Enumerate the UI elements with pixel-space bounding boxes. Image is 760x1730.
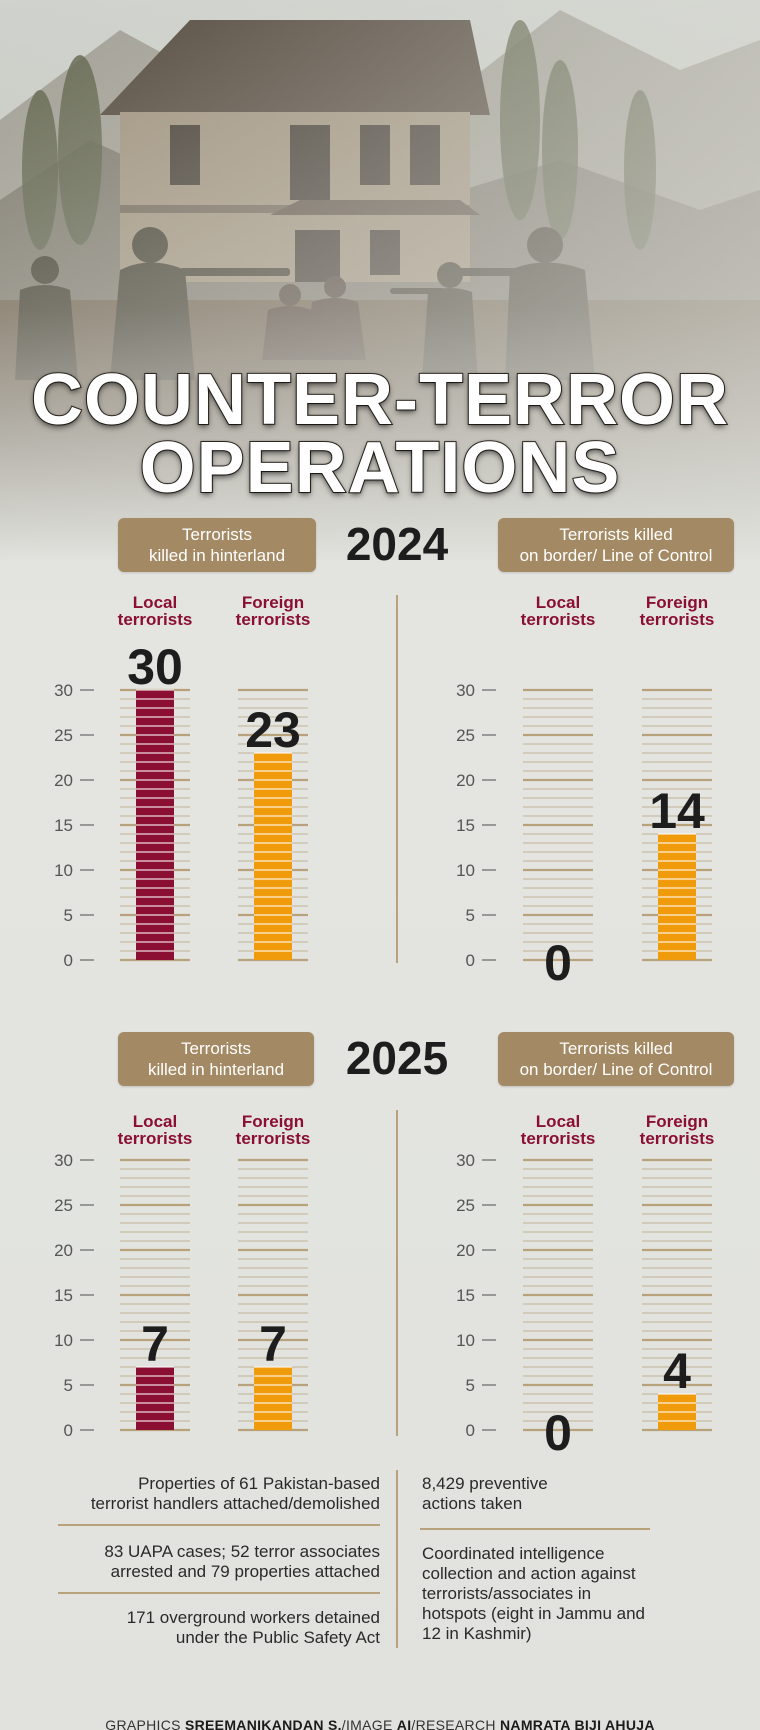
category-label: Foreign: [646, 1112, 708, 1131]
y-tick-label: 20: [54, 1241, 73, 1260]
y-tick-label: 0: [466, 1421, 475, 1440]
category-label: terrorists: [118, 610, 193, 629]
y-tick-label: 20: [456, 771, 475, 790]
bar: [136, 1367, 174, 1430]
y-tick-label: 0: [466, 951, 475, 970]
border-label-2025: Terrorists killed on border/ Line of Cont…: [498, 1032, 734, 1086]
y-tick-label: 5: [64, 906, 73, 925]
divider-2024: [396, 595, 398, 963]
data-label: 7: [141, 1316, 169, 1372]
credits: GRAPHICS SREEMANIKANDAN S./IMAGE AI/RESE…: [0, 1718, 760, 1730]
y-tick-label: 0: [64, 951, 73, 970]
title-line-2: OPERATIONS: [139, 427, 621, 509]
y-tick-label: 10: [54, 1331, 73, 1350]
data-label: 30: [127, 639, 183, 695]
category-label: terrorists: [521, 610, 596, 629]
rule-right-1: [420, 1528, 650, 1530]
category-label: terrorists: [521, 1129, 596, 1148]
hinterland-label-2025: Terrorists killed in hinterland: [118, 1032, 314, 1086]
y-tick-label: 5: [466, 1376, 475, 1395]
y-tick-label: 15: [456, 1286, 475, 1305]
hinterland-label-2024: Terrorists killed in hinterland: [118, 518, 316, 572]
y-tick-label: 25: [456, 726, 475, 745]
data-label: 7: [259, 1316, 287, 1372]
category-label: terrorists: [236, 610, 311, 629]
y-tick-label: 15: [456, 816, 475, 835]
category-label: Foreign: [646, 593, 708, 612]
y-tick-label: 0: [64, 1421, 73, 1440]
y-tick-label: 15: [54, 816, 73, 835]
y-tick-label: 20: [54, 771, 73, 790]
year-2025: 2025: [345, 1032, 449, 1084]
category-label: Local: [536, 1112, 580, 1131]
credit-research-label: /RESEARCH: [411, 1717, 496, 1730]
category-label: Local: [133, 1112, 177, 1131]
title-line-1: COUNTER-TERROR: [30, 359, 729, 441]
y-tick-label: 10: [456, 861, 475, 880]
data-label: 0: [544, 1405, 572, 1461]
data-label: 14: [649, 783, 705, 839]
y-tick-label: 15: [54, 1286, 73, 1305]
credit-research-name: NAMRATA BIJI AHUJA: [500, 1717, 655, 1730]
y-tick-label: 30: [456, 681, 475, 700]
data-label: 4: [663, 1343, 691, 1399]
category-label: terrorists: [640, 1129, 715, 1148]
y-tick-label: 30: [456, 1151, 475, 1170]
y-tick-label: 25: [456, 1196, 475, 1215]
y-tick-label: 25: [54, 1196, 73, 1215]
category-label: Local: [133, 593, 177, 612]
y-tick-label: 20: [456, 1241, 475, 1260]
y-tick-label: 30: [54, 1151, 73, 1170]
data-label: 0: [544, 935, 572, 991]
note-left-1: Properties of 61 Pakistan-based terrorist…: [90, 1474, 380, 1513]
y-tick-label: 25: [54, 726, 73, 745]
note-right-2: Coordinated intelligence collection and a…: [422, 1544, 646, 1643]
credit-graphics-label: GRAPHICS: [105, 1717, 181, 1730]
data-label: 23: [245, 702, 301, 758]
hero-scene: [0, 0, 760, 560]
y-tick-label: 5: [466, 906, 475, 925]
category-label: Foreign: [242, 1112, 304, 1131]
category-label: Local: [536, 593, 580, 612]
rule-left-1: [58, 1524, 380, 1526]
note-right-1: 8,429 preventive actions taken: [422, 1474, 548, 1513]
y-tick-label: 10: [456, 1331, 475, 1350]
bar: [254, 753, 292, 960]
note-left-2: 83 UAPA cases; 52 terror associates arres…: [104, 1542, 380, 1581]
hero-illustration: [0, 0, 760, 560]
category-label: terrorists: [236, 1129, 311, 1148]
credit-graphics-name: SREEMANIKANDAN S.: [185, 1717, 342, 1730]
category-label: terrorists: [640, 610, 715, 629]
y-tick-label: 5: [64, 1376, 73, 1395]
category-label: terrorists: [118, 1129, 193, 1148]
year-2024: 2024: [345, 518, 449, 570]
border-label-2024: Terrorists killed on border/ Line of Cont…: [498, 518, 734, 572]
credit-image-label: /IMAGE: [341, 1717, 393, 1730]
y-tick-label: 30: [54, 681, 73, 700]
note-left-3: 171 overground workers detained under the…: [126, 1608, 380, 1647]
divider-notes: [396, 1470, 398, 1648]
rule-left-2: [58, 1592, 380, 1594]
divider-2025: [396, 1110, 398, 1436]
bar: [254, 1367, 292, 1430]
category-label: Foreign: [242, 593, 304, 612]
credit-image-name: AI: [396, 1717, 412, 1730]
y-tick-label: 10: [54, 861, 73, 880]
